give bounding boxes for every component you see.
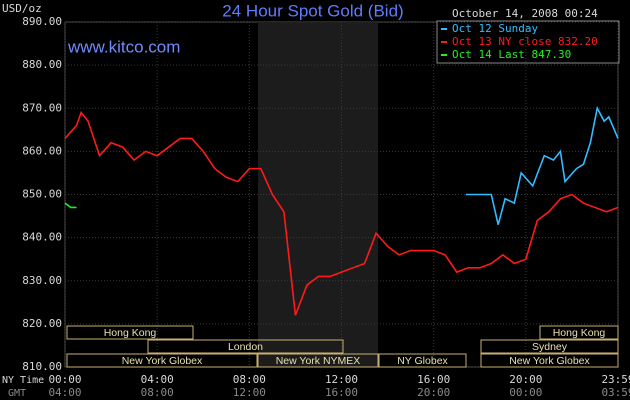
x-axis-label: NY Time	[2, 375, 44, 386]
y-tick-label: 870.00	[22, 101, 62, 114]
x-tick-label: 12:00	[325, 373, 358, 386]
y-tick-label: 850.00	[22, 188, 62, 201]
gmt-tick-label: 08:00	[141, 386, 174, 399]
legend-label: Oct 14 Last 847.30	[452, 48, 571, 61]
timestamp: October 14, 2008 00:24	[452, 7, 598, 20]
legend-label: Oct 12 Sunday	[452, 22, 538, 35]
session-box	[480, 339, 619, 354]
y-tick-label: 890.00	[22, 15, 62, 28]
gmt-tick-label: 04:00	[48, 386, 81, 399]
session-label: London	[228, 341, 263, 353]
x-tick-label: 16:00	[417, 373, 450, 386]
gmt-tick-label: 20:00	[417, 386, 450, 399]
session-label: New York NYMEX	[276, 355, 361, 367]
y-axis-label: USD/oz	[2, 2, 42, 15]
legend-label: Oct 13 NY close 832.20	[452, 35, 598, 48]
price-line	[465, 105, 619, 225]
x2-axis-label: GMT	[8, 388, 26, 399]
x-tick-label: 08:00	[233, 373, 266, 386]
session-box	[66, 353, 258, 368]
chart-title: 24 Hour Spot Gold (Bid)	[222, 1, 403, 20]
y-tick-label: 840.00	[22, 231, 62, 244]
gmt-tick-label: 12:00	[233, 386, 266, 399]
gmt-tick-label: 00:00	[509, 386, 542, 399]
session-label: Hong Kong	[553, 327, 606, 339]
legend-box	[436, 20, 620, 64]
price-line	[64, 202, 77, 209]
session-box	[480, 353, 619, 368]
y-tick-label: 830.00	[22, 274, 62, 287]
session-label: Sydney	[532, 341, 568, 353]
y-tick-label: 810.00	[22, 360, 62, 373]
session-box	[66, 325, 194, 340]
x-tick-label: 20:00	[509, 373, 542, 386]
price-line	[64, 110, 619, 316]
session-label: New York Globex	[509, 355, 590, 367]
x-tick-label: 04:00	[141, 373, 174, 386]
session-box	[539, 325, 619, 340]
y-tick-label: 860.00	[22, 144, 62, 157]
y-tick-label: 820.00	[22, 317, 62, 330]
gmt-tick-label: 03:59	[601, 386, 630, 399]
gmt-tick-label: 16:00	[325, 386, 358, 399]
session-box	[378, 353, 467, 368]
x-tick-label: 23:59	[601, 373, 630, 386]
site-label: www.kitco.com	[67, 37, 180, 56]
session-label: New York Globex	[122, 355, 203, 367]
session-label: Hong Kong	[104, 327, 157, 339]
session-box	[257, 353, 379, 368]
y-tick-label: 880.00	[22, 58, 62, 71]
session-box	[147, 339, 344, 354]
x-tick-label: 00:00	[48, 373, 81, 386]
session-label: NY Globex	[397, 355, 448, 367]
